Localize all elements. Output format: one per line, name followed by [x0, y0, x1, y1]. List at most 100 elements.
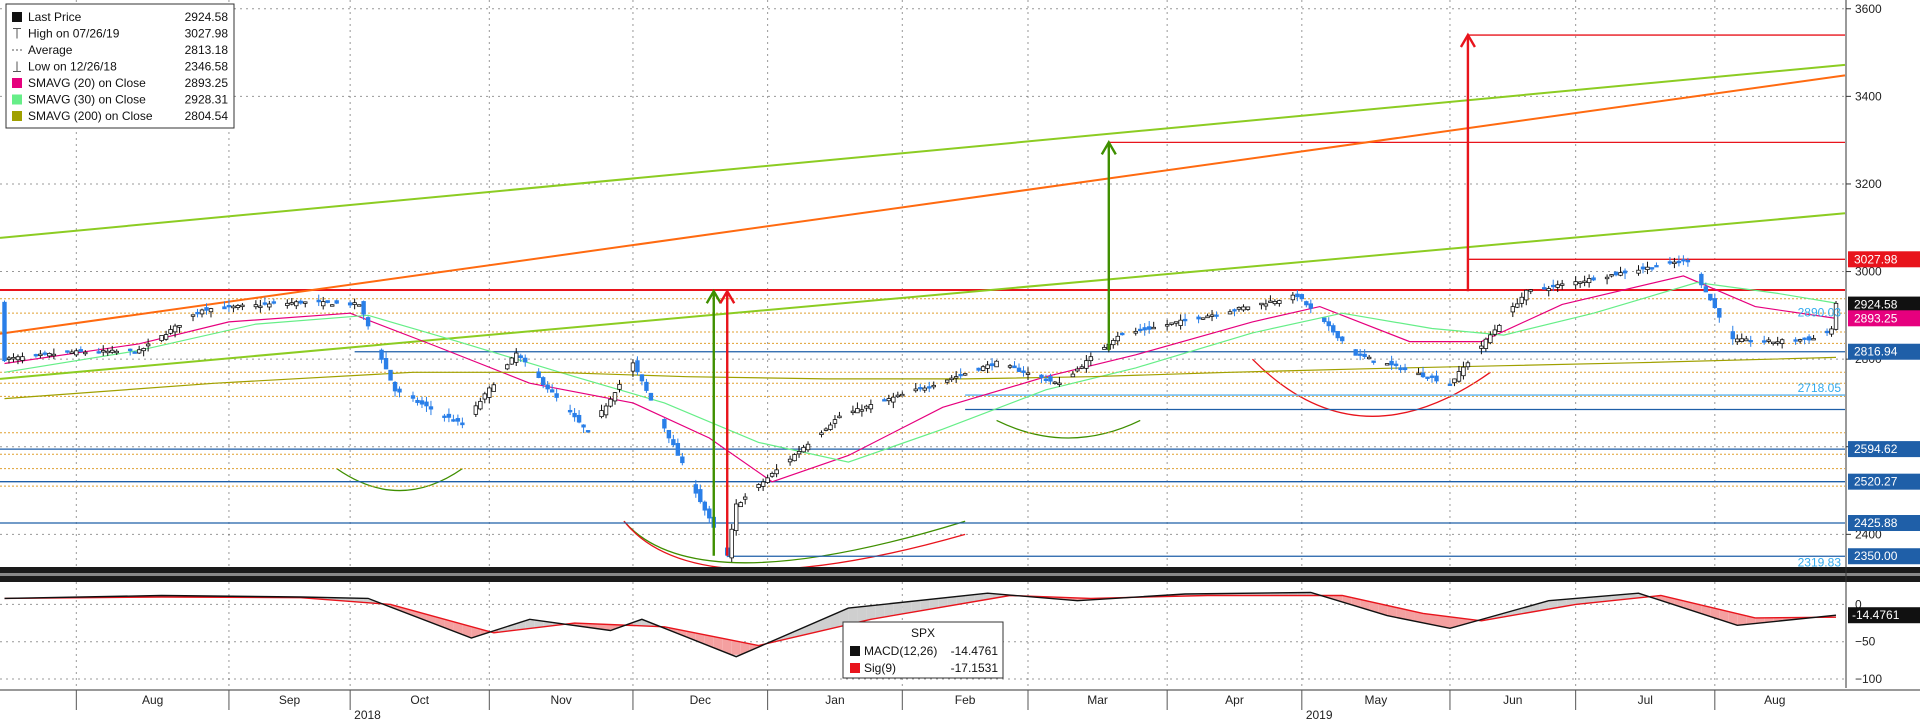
- candle-body: [1012, 365, 1017, 369]
- candle-body: [698, 489, 703, 503]
- candle-body: [1362, 353, 1367, 357]
- legend-swatch: [12, 12, 22, 22]
- x-tick-label: Apr: [1225, 693, 1244, 707]
- price-tag-label: 2594.62: [1854, 442, 1898, 456]
- price-tag: [1848, 441, 1920, 458]
- candle-body: [734, 503, 739, 532]
- x-tick-label: Oct: [410, 693, 429, 707]
- grid: [0, 0, 1845, 688]
- macd-fill: [1423, 613, 1433, 625]
- macd-fill: [1306, 592, 1316, 596]
- macd-fill: [884, 603, 894, 618]
- price-tag-label: 2425.88: [1854, 516, 1898, 530]
- candle-body: [1761, 340, 1767, 343]
- macd-fill: [480, 629, 490, 636]
- macd-fill: [938, 597, 948, 608]
- sma-line: [4, 281, 1837, 463]
- candle-body: [1793, 339, 1798, 342]
- candle-body: [1708, 293, 1713, 301]
- trend-lines: [0, 63, 1846, 380]
- candle-body: [1200, 317, 1206, 320]
- candle-body: [980, 366, 986, 371]
- sma-line: [4, 356, 1837, 400]
- macd-fill: [974, 593, 984, 602]
- candle-body: [1833, 302, 1839, 330]
- candle-body: [1138, 328, 1143, 332]
- candle-body: [756, 484, 761, 489]
- macd-legend-title: SPX: [911, 626, 935, 640]
- candle-body: [1452, 378, 1457, 384]
- candle-body: [1016, 367, 1022, 372]
- macd-fill: [399, 606, 409, 614]
- price-tag: [1848, 296, 1920, 313]
- candle-body: [1447, 383, 1453, 386]
- x-year-label: 2019: [1306, 708, 1333, 722]
- candle-body: [1461, 366, 1466, 377]
- candle-body: [1353, 349, 1358, 356]
- candle-body: [612, 392, 618, 402]
- candle-body: [1169, 322, 1174, 325]
- candle-body: [1551, 284, 1556, 288]
- candle-body: [1465, 362, 1471, 368]
- macd-fill: [866, 605, 876, 621]
- candle-body: [96, 351, 101, 354]
- candle-body: [1371, 360, 1376, 363]
- moving-averages: [4, 275, 1837, 483]
- candle-body: [1295, 293, 1300, 298]
- candle-body: [837, 415, 842, 419]
- legend-label: SMAVG (200) on Close: [28, 109, 153, 123]
- candle-body: [949, 377, 954, 381]
- sma-line: [4, 275, 1837, 483]
- macd-fill: [1575, 597, 1585, 605]
- candle-body: [482, 393, 488, 400]
- candle-body: [329, 304, 335, 307]
- legend-low-icon: [13, 61, 21, 72]
- macd-fill: [713, 636, 723, 652]
- candle-body: [1456, 371, 1462, 382]
- candle-body: [1102, 347, 1107, 350]
- candle-body: [446, 413, 452, 418]
- candle-body: [356, 304, 362, 307]
- legend-label: SMAVG (20) on Close: [28, 76, 146, 90]
- candle-body: [379, 349, 384, 360]
- candle-body: [478, 400, 483, 410]
- candle-body: [828, 424, 833, 430]
- candle-body: [859, 409, 865, 412]
- macd-fill: [965, 594, 975, 604]
- candle-body: [42, 352, 48, 355]
- candle-body: [1524, 289, 1529, 301]
- macd-panel: [0, 567, 1920, 658]
- price-tag: [1848, 251, 1920, 268]
- candle-body: [1039, 374, 1044, 379]
- candle-body: [1770, 341, 1776, 345]
- candle-body: [1546, 288, 1551, 292]
- candle-body: [994, 360, 999, 368]
- candle-body: [864, 405, 869, 409]
- candle-body: [1335, 330, 1340, 339]
- candle-body: [303, 301, 308, 304]
- price-tag-label: 2893.25: [1854, 311, 1898, 325]
- candle-body: [805, 443, 811, 451]
- candle-body: [1591, 277, 1596, 281]
- candle-body: [1268, 300, 1273, 303]
- candle-body: [83, 351, 88, 355]
- candle-body: [1577, 281, 1583, 284]
- y-tick-label: 3200: [1855, 177, 1882, 191]
- candle-body: [1573, 281, 1578, 286]
- candle-body: [473, 405, 479, 415]
- candle-body: [787, 458, 793, 463]
- candle-body: [321, 301, 326, 307]
- x-tick-label: Aug: [1764, 693, 1785, 707]
- candle-body: [419, 400, 425, 405]
- candle-body: [1164, 324, 1170, 327]
- price-tag: [1848, 473, 1920, 490]
- candle-body: [1214, 314, 1219, 317]
- macd-tick-label: 0: [1855, 597, 1862, 611]
- legend: Last Price 2924.58 High on 07/26/19 3027.98…: [5, 3, 235, 129]
- candle-body: [976, 367, 981, 371]
- candle-body: [136, 349, 142, 354]
- candle-body: [1730, 331, 1735, 340]
- candle-body: [231, 305, 236, 309]
- candle-body: [1182, 318, 1188, 322]
- macd-label: MACD(12,26): [864, 644, 937, 658]
